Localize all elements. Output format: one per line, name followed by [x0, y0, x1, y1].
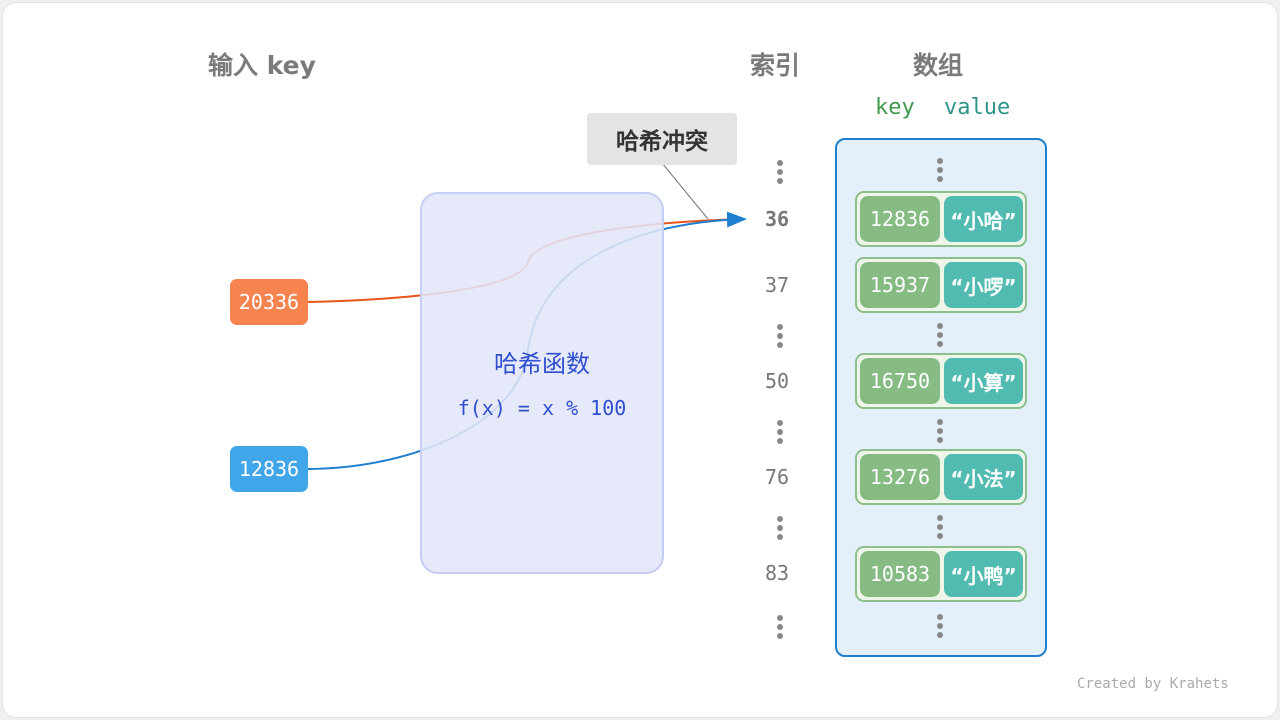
credit-text: Created by Krahets — [1077, 676, 1229, 692]
collision-label: 哈希冲突 — [587, 113, 737, 165]
bucket-entry: 10583 “小鸭” — [855, 546, 1027, 602]
bucket-entry: 15937 “小啰” — [855, 257, 1027, 313]
ellipsis-icon — [937, 158, 943, 185]
ellipsis-icon — [937, 614, 943, 641]
ellipsis-icon — [937, 323, 943, 350]
ellipsis-icon — [777, 615, 783, 642]
index-label: 76 — [764, 465, 790, 489]
value-column-label: value — [944, 95, 1011, 120]
input-key-20336: 20336 — [230, 279, 308, 325]
ellipsis-icon — [777, 324, 783, 351]
hash-function-box: 哈希函数 f(x) = x % 100 — [420, 192, 664, 574]
ellipsis-icon — [937, 419, 943, 446]
entry-key: 10583 — [860, 551, 940, 597]
entry-key: 15937 — [860, 262, 940, 308]
entry-key: 13276 — [860, 454, 940, 500]
index-label: 83 — [764, 561, 790, 585]
bucket-entry: 12836 “小哈” — [855, 191, 1027, 247]
index-label: 50 — [764, 369, 790, 393]
entry-value: “小法” — [944, 454, 1023, 500]
ellipsis-icon — [777, 516, 783, 543]
bucket-entry: 13276 “小法” — [855, 449, 1027, 505]
collision-leader-line — [661, 162, 709, 220]
bucket-entry: 16750 “小算” — [855, 353, 1027, 409]
entry-value: “小算” — [944, 358, 1023, 404]
index-label: 36 — [764, 207, 790, 231]
entry-value: “小啰” — [944, 262, 1023, 308]
ellipsis-icon — [937, 515, 943, 542]
input-key-heading: 输入 key — [208, 51, 316, 80]
entry-key: 16750 — [860, 358, 940, 404]
ellipsis-icon — [777, 160, 783, 187]
hash-function-formula: f(x) = x % 100 — [457, 396, 627, 420]
array-heading: 数组 — [913, 51, 964, 80]
input-key-12836: 12836 — [230, 446, 308, 492]
key-column-label: key — [875, 95, 915, 120]
hash-function-title: 哈希函数 — [494, 350, 590, 378]
entry-value: “小鸭” — [944, 551, 1023, 597]
index-heading: 索引 — [750, 51, 801, 80]
index-label: 37 — [764, 273, 790, 297]
entry-key: 12836 — [860, 196, 940, 242]
entry-value: “小哈” — [944, 196, 1023, 242]
ellipsis-icon — [777, 420, 783, 447]
